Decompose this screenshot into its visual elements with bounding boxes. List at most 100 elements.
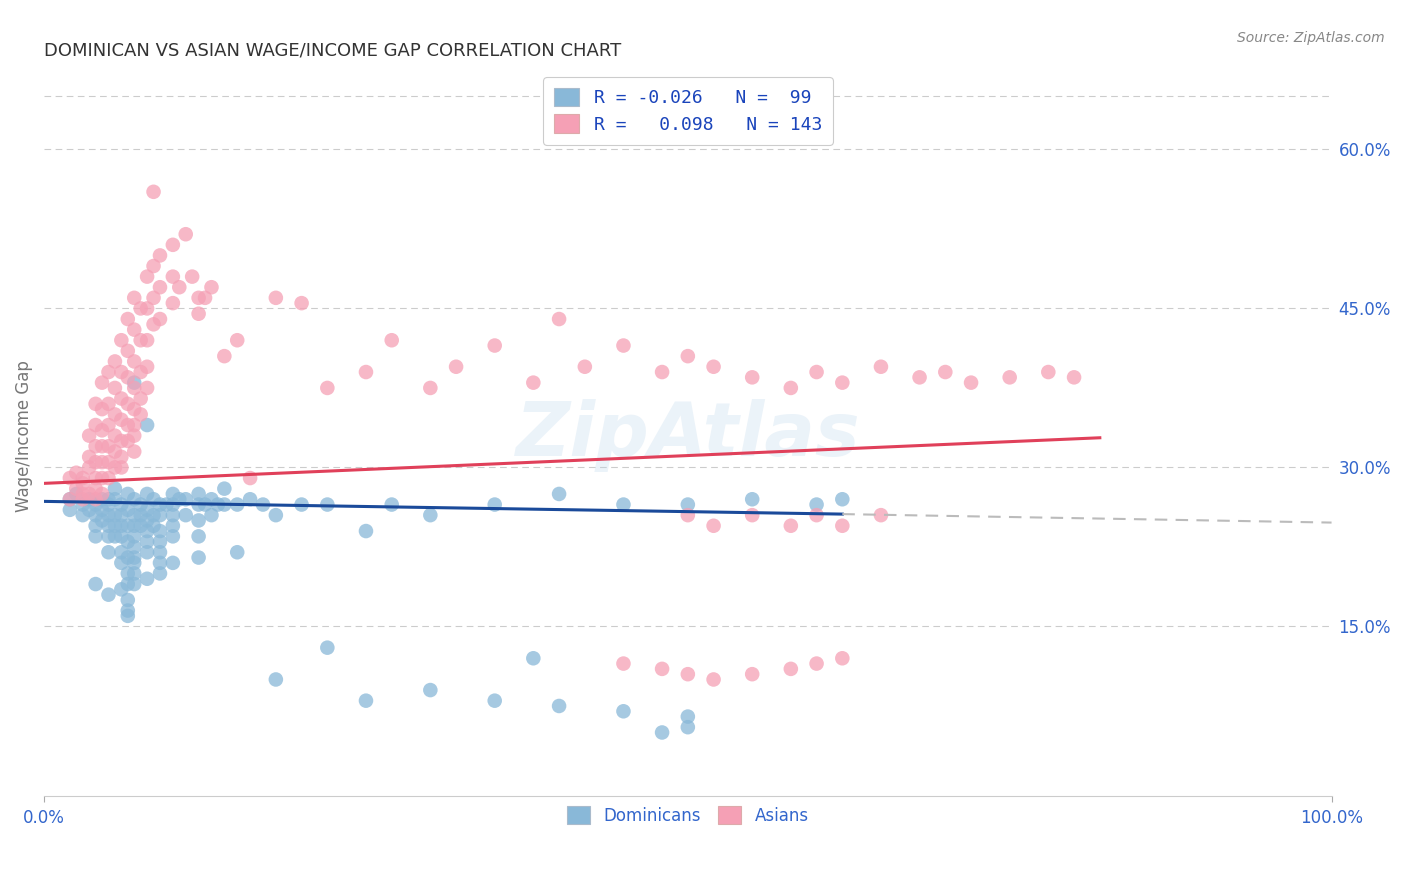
Point [91,423,114,437]
Point [84,492,107,507]
Point [806,498,828,512]
Point [117,370,139,384]
Point [110,333,132,347]
Point [136,359,159,374]
Point [136,545,159,559]
Point [84,508,107,523]
Point [122,566,145,581]
Point [174,227,197,242]
Point [207,498,229,512]
Point [226,498,249,512]
Point [122,540,145,554]
Point [316,498,339,512]
Point [831,376,853,390]
Point [136,381,159,395]
Point [117,503,139,517]
Point [77,492,100,507]
Point [136,487,159,501]
Point [129,392,152,406]
Point [65,466,87,480]
Point [136,301,159,316]
Point [72,487,94,501]
Point [122,550,145,565]
Point [97,518,120,533]
Point [548,487,571,501]
Point [548,312,571,326]
Point [142,518,165,533]
Point [136,418,159,433]
Point [831,651,853,665]
Point [703,359,725,374]
Point [187,498,209,512]
Point [65,482,87,496]
Point [77,428,100,442]
Point [97,498,120,512]
Point [136,524,159,538]
Point [117,550,139,565]
Point [252,498,274,512]
Point [97,455,120,469]
Point [104,482,127,496]
Point [104,428,127,442]
Point [200,492,222,507]
Point [84,518,107,533]
Point [264,291,287,305]
Point [136,513,159,527]
Point [484,498,506,512]
Point [149,545,172,559]
Y-axis label: Wage/Income Gap: Wage/Income Gap [15,359,32,512]
Point [194,291,217,305]
Point [181,269,204,284]
Point [77,487,100,501]
Point [97,508,120,523]
Point [117,534,139,549]
Point [870,508,893,523]
Point [104,492,127,507]
Point [84,498,107,512]
Point [214,498,236,512]
Point [162,487,184,501]
Point [84,397,107,411]
Point [110,413,132,427]
Point [59,471,82,485]
Point [84,455,107,469]
Point [117,418,139,433]
Point [129,333,152,347]
Point [117,518,139,533]
Point [651,662,673,676]
Point [574,359,596,374]
Point [149,524,172,538]
Point [934,365,956,379]
Point [122,577,145,591]
Point [97,365,120,379]
Point [149,498,172,512]
Point [84,482,107,496]
Point [117,397,139,411]
Point [72,471,94,485]
Point [104,460,127,475]
Point [72,492,94,507]
Point [676,349,699,363]
Point [831,518,853,533]
Point [97,471,120,485]
Point [72,476,94,491]
Point [136,503,159,517]
Point [117,608,139,623]
Point [91,439,114,453]
Point [522,376,544,390]
Point [741,492,763,507]
Point [122,492,145,507]
Point [110,365,132,379]
Point [110,556,132,570]
Point [91,487,114,501]
Point [703,518,725,533]
Point [444,359,467,374]
Point [84,418,107,433]
Point [316,640,339,655]
Point [110,450,132,464]
Point [104,408,127,422]
Point [84,471,107,485]
Point [59,492,82,507]
Point [142,492,165,507]
Point [142,508,165,523]
